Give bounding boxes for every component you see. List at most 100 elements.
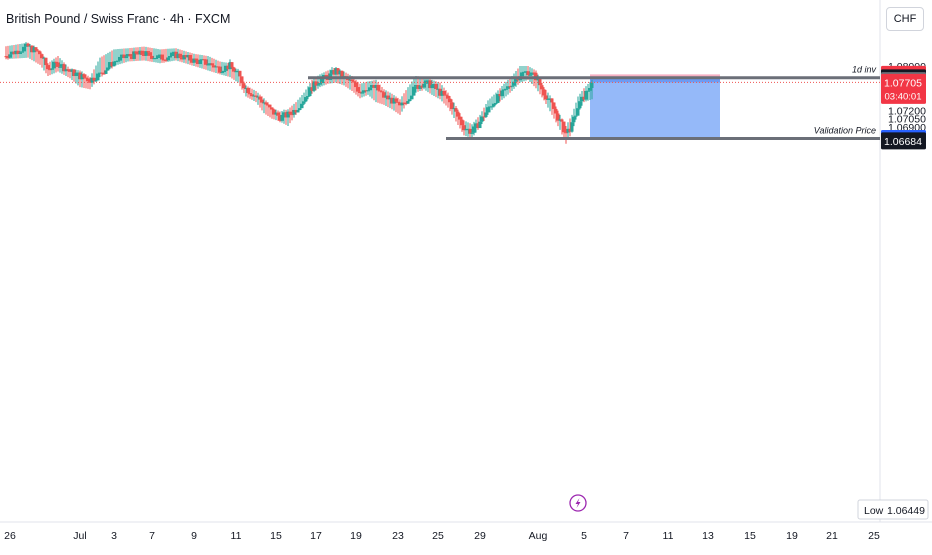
candle-body: [74, 72, 78, 77]
time-tick-label: 26: [4, 530, 16, 542]
candle-body: [504, 88, 508, 90]
candle-body: [404, 103, 408, 105]
time-tick-label: 13: [702, 530, 714, 542]
candle-body: [316, 84, 320, 86]
candle-body: [386, 95, 390, 100]
candle-body: [576, 108, 580, 116]
candle-body: [130, 56, 134, 59]
candle-body: [276, 112, 280, 116]
candle-body: [188, 55, 192, 61]
candle-body: [38, 51, 42, 55]
candle-body: [210, 63, 214, 66]
price-axis: 1.080001.076001.074001.072001.070501.069…: [857, 61, 929, 520]
lightning-icon: [575, 498, 581, 508]
candle-body: [256, 96, 260, 98]
candle-body: [304, 97, 308, 102]
candle-body: [528, 74, 532, 76]
candle-body: [312, 81, 316, 91]
candle-body: [266, 104, 270, 106]
candle-body: [542, 89, 546, 96]
candle-body: [314, 81, 318, 86]
candle-body: [166, 57, 170, 61]
take-profit-zone: [590, 77, 720, 139]
candle-body: [60, 64, 64, 67]
candle-body: [254, 95, 258, 97]
candle-body: [198, 59, 202, 65]
candle-body: [228, 62, 232, 70]
candle-body: [524, 71, 528, 73]
candle-body: [332, 70, 336, 75]
candle-body: [536, 78, 540, 81]
candle-body: [222, 70, 226, 73]
candle-body: [516, 78, 520, 81]
candle-body: [274, 112, 278, 115]
candle-body: [552, 102, 556, 109]
candle-body: [174, 51, 178, 59]
candle-body: [78, 72, 82, 80]
candle-body: [248, 93, 252, 95]
candle-body: [446, 95, 450, 99]
candle-body: [92, 77, 96, 81]
candle-body: [480, 116, 484, 122]
candle-body: [468, 128, 472, 134]
candle-body: [362, 90, 366, 93]
candle-body: [298, 108, 302, 110]
last-price-badge-countdown: 03:40:01: [885, 91, 922, 102]
time-tick-label: 29: [474, 530, 486, 542]
candle-body: [122, 54, 126, 59]
candle-body: [436, 88, 440, 90]
candle-body: [398, 102, 402, 106]
currency-button[interactable]: CHF: [886, 7, 924, 31]
candle-body: [412, 86, 416, 96]
candle-body: [334, 68, 338, 75]
candle-body: [418, 85, 422, 89]
candle-body: [368, 87, 372, 91]
candle-body: [186, 55, 190, 58]
candle-body: [574, 115, 578, 117]
candle-body: [546, 98, 550, 100]
candle-body: [568, 128, 572, 132]
candle-body: [64, 69, 68, 72]
candle-body: [50, 68, 54, 70]
candle-body: [180, 57, 184, 60]
time-tick-label: 21: [826, 530, 838, 542]
candle-body: [378, 90, 382, 92]
candle-body: [428, 80, 432, 89]
candle-body: [582, 96, 586, 100]
candle-body: [484, 112, 488, 118]
candle-body: [240, 76, 244, 84]
candle-body: [24, 43, 28, 47]
candle-body: [498, 94, 502, 97]
candle-body: [482, 116, 486, 118]
candle-body: [394, 98, 398, 102]
candle-body: [182, 55, 186, 60]
candle-body: [172, 51, 176, 53]
candle-body: [290, 114, 294, 116]
candle-body: [396, 101, 400, 103]
candle-body: [588, 87, 592, 91]
candle-body: [566, 128, 570, 133]
time-tick-label: 5: [581, 530, 587, 542]
candle-body: [20, 51, 24, 53]
level-label: 1d inv: [852, 65, 877, 75]
candle-body: [190, 60, 194, 63]
candle-body: [22, 46, 26, 52]
candle-body: [68, 70, 72, 72]
candle-body: [324, 74, 328, 77]
candle-body: [202, 59, 206, 61]
time-tick-label: 7: [623, 530, 629, 542]
candle-body: [430, 84, 434, 89]
candle-body: [90, 77, 94, 83]
candle-body: [390, 97, 394, 104]
candle-body: [94, 80, 98, 82]
candle-body: [388, 97, 392, 100]
candle-body: [350, 79, 354, 82]
candle-body: [330, 70, 334, 74]
candle-body: [10, 51, 14, 55]
candle-body: [300, 103, 304, 109]
candle-body: [30, 45, 34, 53]
candle-body: [444, 94, 448, 96]
candle-body: [284, 112, 288, 118]
